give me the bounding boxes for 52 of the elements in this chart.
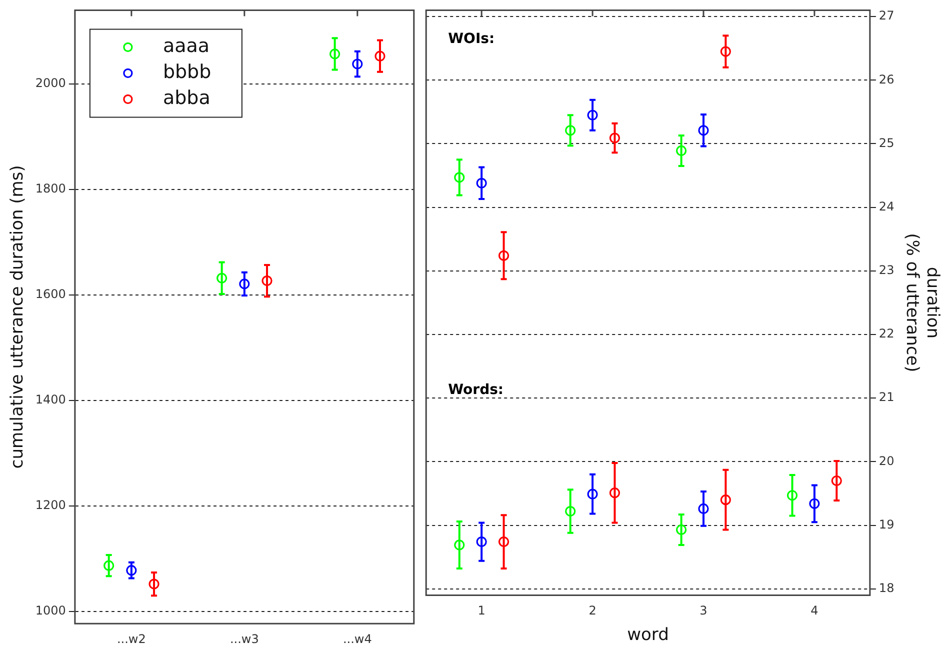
- point: [676, 145, 687, 156]
- x-tick-label: 2: [588, 604, 596, 618]
- point: [476, 536, 487, 548]
- y-tick-label: 1200: [35, 498, 66, 512]
- annotation: WOIs:: [448, 31, 495, 48]
- point: [698, 125, 709, 136]
- y2-tick-label: 22: [878, 326, 894, 341]
- point: [498, 250, 510, 261]
- y2-tick-label: 19: [878, 517, 894, 532]
- y2-tick-label: 18: [878, 580, 894, 595]
- point: [831, 475, 842, 486]
- y-axis-title: cumulative utterance duration (ms): [8, 165, 28, 469]
- y-tick-label: 1000: [35, 604, 66, 618]
- point: [587, 488, 598, 500]
- y2-tick-label: 26: [878, 72, 894, 86]
- point: [698, 503, 709, 514]
- point: [720, 494, 731, 506]
- x-tick-label: 4: [810, 604, 818, 618]
- point: [587, 110, 598, 120]
- x-tick-label: ...w3: [230, 632, 259, 646]
- point: [609, 488, 620, 498]
- y2-tick-label: 21: [878, 390, 894, 404]
- point: [498, 536, 510, 548]
- point: [676, 524, 687, 536]
- y-tick-label: 1800: [35, 182, 66, 196]
- y2-tick-label: 24: [878, 199, 894, 214]
- legend-label: bbbb: [162, 61, 212, 84]
- legend-label: aaaa: [162, 35, 210, 58]
- x-tick-label: ...w4: [342, 632, 372, 646]
- y-tick-label: 1400: [35, 392, 66, 407]
- x-axis-title: word: [627, 625, 669, 646]
- y2-tick-label: 23: [878, 263, 894, 278]
- point: [720, 46, 731, 57]
- annotation: Words:: [448, 382, 504, 398]
- point: [565, 125, 576, 136]
- y2-tick-label: 20: [878, 454, 894, 468]
- point: [454, 172, 465, 183]
- x-tick-label: 1: [478, 604, 486, 618]
- point: [609, 132, 620, 144]
- y-tick-label: 1600: [35, 287, 66, 302]
- y2-axis-title: duration (% of utterance): [902, 233, 942, 372]
- point: [454, 540, 465, 550]
- point: [476, 178, 487, 188]
- x-tick-label: ...w2: [116, 632, 146, 646]
- y2-tick-label: 25: [878, 136, 894, 150]
- y-tick-label: 2000: [35, 76, 66, 90]
- point: [809, 498, 820, 509]
- x-tick-label: 3: [700, 604, 708, 618]
- point: [786, 490, 798, 501]
- legend-label: abba: [162, 87, 210, 110]
- point: [565, 506, 576, 517]
- y2-tick-label: 27: [878, 8, 894, 23]
